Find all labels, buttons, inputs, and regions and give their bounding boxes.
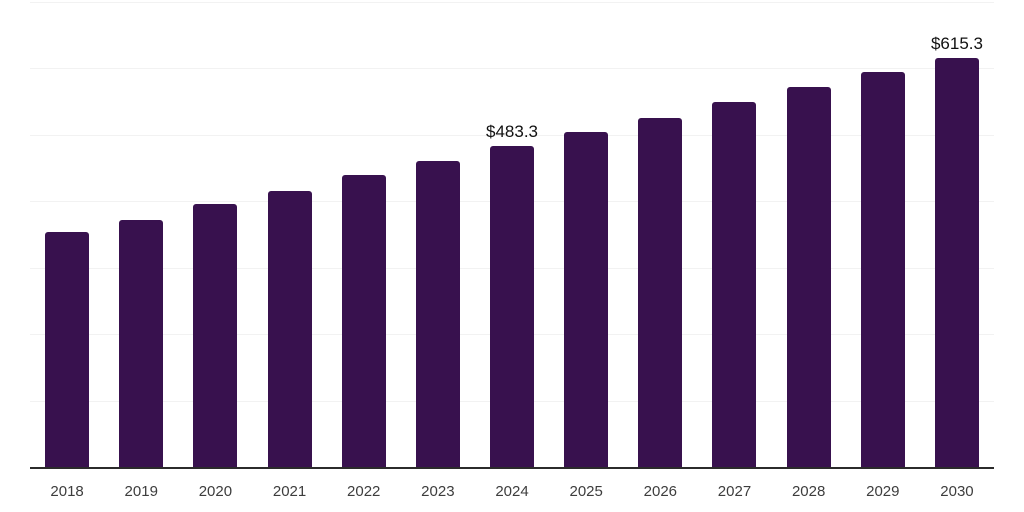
bar-2026	[638, 118, 683, 467]
gridline-600	[30, 68, 994, 70]
bar-2028	[786, 87, 831, 467]
x-tick-2020: 2020	[198, 483, 233, 500]
bar-2029	[860, 71, 905, 467]
bar-band-2028	[772, 2, 846, 467]
bar-2020	[193, 203, 238, 467]
bar-band-2019	[104, 2, 178, 467]
bar-2019	[119, 219, 164, 467]
bar-2024	[490, 145, 535, 467]
x-tick-2027: 2027	[717, 483, 752, 500]
bar-2023	[415, 160, 460, 467]
x-tick-2021: 2021	[272, 483, 307, 500]
x-tick-2023: 2023	[421, 483, 455, 500]
gridline-700	[30, 2, 994, 3]
bar-band-2030: $615.3	[920, 2, 994, 467]
bar-band-2020	[178, 2, 252, 467]
bar-band-2025	[549, 2, 623, 467]
bars: $483.3 $615.3	[30, 2, 994, 467]
x-axis-line	[30, 467, 994, 469]
bar-band-2026	[623, 2, 697, 467]
x-tick-2028: 2028	[791, 483, 826, 500]
plot-area: $483.3 $615.3	[30, 2, 994, 469]
value-label-2024: $483.3	[486, 121, 539, 141]
bar-2022	[341, 175, 386, 467]
bar-band-2021	[252, 2, 326, 467]
x-tick-2019: 2019	[124, 483, 158, 500]
bar-band-2023	[401, 2, 475, 467]
bar-2021	[267, 190, 312, 467]
bar-2025	[564, 132, 609, 467]
x-tick-2018: 2018	[50, 483, 84, 500]
bar-band-2022	[327, 2, 401, 467]
x-tick-2024: 2024	[495, 483, 529, 500]
x-tick-2025: 2025	[569, 483, 603, 500]
gridline-500	[30, 134, 994, 136]
bar-2018	[45, 231, 90, 467]
x-tick-2030: 2030	[940, 483, 974, 500]
bar-band-2018	[30, 2, 104, 467]
bar-band-2024: $483.3	[475, 2, 549, 467]
bar-2027	[712, 102, 757, 467]
x-tick-2026: 2026	[643, 483, 678, 500]
bar-2030	[934, 58, 979, 467]
bar-band-2027	[697, 2, 771, 467]
x-tick-2029: 2029	[866, 483, 900, 500]
bar-band-2029	[846, 2, 920, 467]
x-tick-2022: 2022	[347, 483, 381, 500]
value-label-2030: $615.3	[930, 34, 983, 54]
x-axis-labels: 2018 2019 2020 2021 2022 2023 2024 2025 2026 2027…	[30, 483, 994, 501]
